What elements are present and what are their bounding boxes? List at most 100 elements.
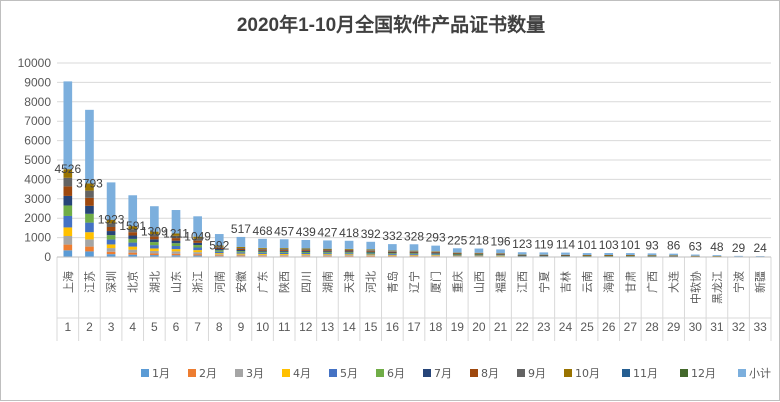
bar-segment [172, 254, 181, 256]
legend-swatch [564, 369, 572, 377]
legend-swatch [235, 369, 243, 377]
chart-title: 2020年1-10月全国软件产品证书数量 [237, 13, 545, 36]
bar-segment [215, 253, 224, 254]
bar-segment [107, 231, 116, 235]
bar-segment [431, 253, 440, 254]
bar-segment [63, 236, 72, 245]
bar-segment [388, 253, 397, 254]
bar-segment [518, 252, 527, 254]
bar-segment [323, 255, 332, 256]
category-number: 6 [173, 320, 180, 334]
bar-segment [431, 252, 440, 253]
legend-swatch [517, 369, 525, 377]
bar-segment [301, 248, 310, 249]
legend-swatch [141, 369, 149, 377]
bar-segment [366, 242, 375, 250]
bar-segment [258, 254, 267, 255]
bar-segment [410, 254, 419, 255]
bar-segment [323, 252, 332, 253]
bar-segment [237, 251, 246, 252]
category-label: 江苏 [83, 271, 96, 293]
data-label: 123 [512, 237, 532, 251]
bar-segment [431, 254, 440, 255]
bar-segment [150, 242, 159, 245]
bar-segment [150, 239, 159, 242]
bar-segment [237, 249, 246, 250]
bar-segment [410, 244, 419, 250]
y-tick-label: 2000 [24, 211, 51, 225]
category-number: 33 [754, 320, 768, 334]
bar-segment [63, 178, 72, 187]
category-number: 24 [559, 320, 573, 334]
bar-segment [107, 235, 116, 239]
bar-segment [453, 255, 462, 256]
y-tick-label: 9000 [24, 75, 51, 89]
bar-segment [345, 254, 354, 255]
category-label: 湖北 [148, 271, 161, 293]
category-label: 上海 [61, 271, 75, 293]
bar-segment [237, 254, 246, 255]
category-number: 4 [129, 320, 136, 334]
bar-segment [431, 252, 440, 253]
y-axis: 0100020003000400050006000700080009000100… [18, 56, 52, 264]
category-number: 17 [407, 320, 421, 334]
bar-segment [85, 232, 94, 239]
category-label: 江西 [516, 271, 529, 293]
data-label: 101 [620, 238, 640, 252]
data-label: 196 [491, 234, 511, 248]
data-label: 439 [296, 225, 316, 239]
bar-segment [626, 255, 635, 256]
bar-segment [410, 252, 419, 253]
bar-segment [301, 252, 310, 253]
bar-segment [172, 241, 181, 244]
bar-segment [345, 255, 354, 256]
category-label: 宁夏 [537, 271, 551, 293]
bar-segment [388, 253, 397, 254]
bar-segment [258, 239, 267, 248]
bar-segment [63, 216, 72, 227]
bar-segment [453, 254, 462, 255]
bar-segment [648, 255, 657, 256]
category-label: 山东 [170, 271, 183, 293]
category-label: 黑龙江 [711, 271, 724, 304]
data-label: 293 [426, 231, 446, 245]
bar-segment [756, 256, 765, 257]
category-number: 20 [472, 320, 486, 334]
category-number: 16 [386, 320, 400, 334]
category-label: 中软协 [688, 271, 702, 304]
bar-segment [237, 237, 246, 247]
bar-segment [237, 250, 246, 251]
legend-label: 4月 [293, 367, 311, 380]
category-label: 湖南 [321, 271, 334, 293]
bar-segment [63, 250, 72, 257]
bar-segment [63, 245, 72, 251]
bar-segment [410, 255, 419, 256]
bar-segment [345, 253, 354, 254]
category-label: 浙江 [192, 271, 205, 293]
bar-segment [301, 254, 310, 255]
legend-label: 9月 [528, 367, 546, 380]
bar-segment [85, 247, 94, 252]
bar-segment [258, 248, 267, 249]
bar-segment [323, 250, 332, 251]
bar-segment [301, 255, 310, 256]
category-label: 重庆 [450, 271, 464, 293]
bar-segment [496, 253, 505, 254]
category-label: 广东 [257, 271, 270, 293]
bar-segment [280, 249, 289, 250]
data-label: 427 [317, 225, 337, 239]
bar-segment [431, 254, 440, 255]
bar-segment [107, 240, 116, 245]
bar-segment [301, 249, 310, 250]
bar-segment [172, 243, 181, 246]
bar-segment [85, 214, 94, 223]
category-number: 2 [86, 320, 93, 334]
bar-segment [128, 253, 137, 255]
data-label: 225 [447, 233, 467, 247]
bar-segment [453, 253, 462, 254]
bar-segment [561, 253, 570, 255]
bar-segment [85, 223, 94, 233]
bar-segment [453, 254, 462, 255]
